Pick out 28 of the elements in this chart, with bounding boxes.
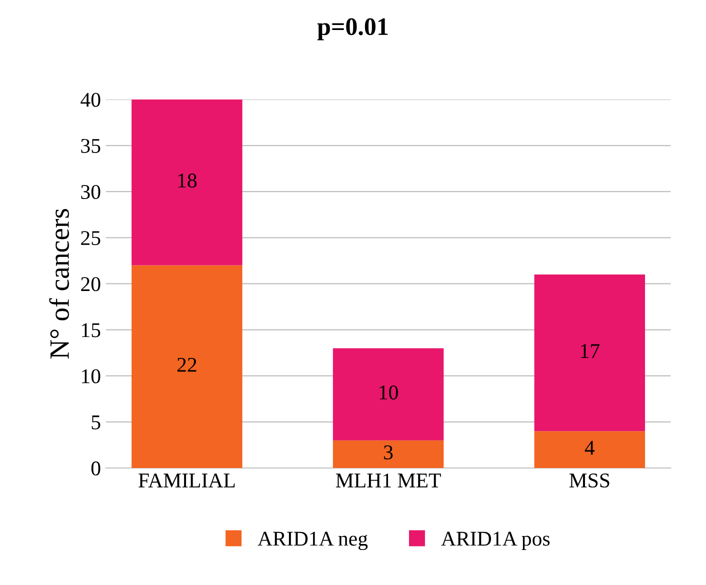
bar xyxy=(132,265,242,468)
data-label: 4 xyxy=(584,440,595,455)
y-tick-label: 5 xyxy=(92,416,100,430)
data-label: 10 xyxy=(380,385,398,400)
legend-label: ARID1A pos xyxy=(441,532,550,550)
legend-label: ARID1A neg xyxy=(258,532,368,550)
x-tick-label: MLH1 MET xyxy=(336,474,441,488)
y-axis-title: N° of cancers xyxy=(49,209,70,359)
y-tick-label: 25 xyxy=(81,231,100,246)
bar xyxy=(332,348,444,440)
bar xyxy=(332,440,444,468)
bar xyxy=(534,274,646,432)
y-tick-label: 15 xyxy=(82,323,100,338)
data-label: 22 xyxy=(177,358,196,372)
chart-title: p=0.01 xyxy=(317,18,388,40)
y-tick-label: 35 xyxy=(81,138,100,153)
y-tick-label: 0 xyxy=(91,461,100,476)
data-label: 17 xyxy=(581,344,600,358)
x-tick-label: FAMILIAL xyxy=(138,474,235,488)
y-tick-label: 30 xyxy=(81,184,100,200)
y-tick-label: 20 xyxy=(81,277,100,292)
data-label: 18 xyxy=(178,174,197,188)
data-label: 3 xyxy=(384,445,393,460)
y-tick-label: 40 xyxy=(80,92,100,107)
y-tick-label: 10 xyxy=(82,369,100,384)
bar xyxy=(132,99,242,266)
bar xyxy=(534,431,646,468)
x-tick-label: MSS xyxy=(569,474,610,488)
